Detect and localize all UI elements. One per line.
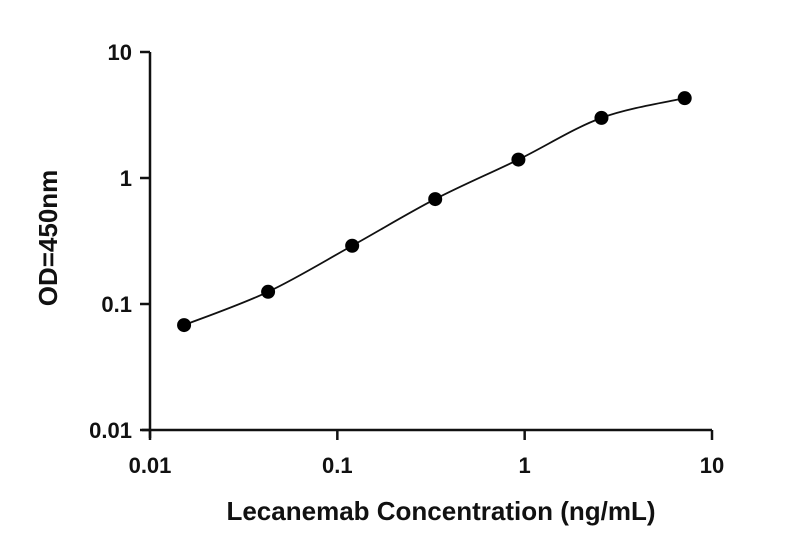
fit-curve [183, 97, 685, 326]
data-point [677, 91, 692, 106]
x-tick-label: 0.01 [129, 453, 172, 478]
data-point [177, 318, 192, 333]
y-axis-title: OD=450nm [33, 170, 63, 307]
data-point [428, 192, 443, 207]
x-tick-label: 10 [700, 453, 724, 478]
data-point [261, 284, 276, 299]
x-tick-label: 0.1 [322, 453, 353, 478]
y-tick-label: 1 [120, 166, 132, 191]
chart-marks [177, 91, 692, 333]
axes: 0.01 0.1 1 10 0.01 0.1 1 10 [89, 40, 724, 478]
data-point [594, 110, 609, 125]
data-point [511, 152, 526, 167]
y-tick-label: 10 [108, 40, 132, 65]
y-tick-label: 0.1 [101, 292, 132, 317]
y-tick-label: 0.01 [89, 418, 132, 443]
x-axis-title: Lecanemab Concentration (ng/mL) [226, 496, 655, 526]
data-point [345, 238, 360, 253]
x-tick-label: 1 [519, 453, 531, 478]
